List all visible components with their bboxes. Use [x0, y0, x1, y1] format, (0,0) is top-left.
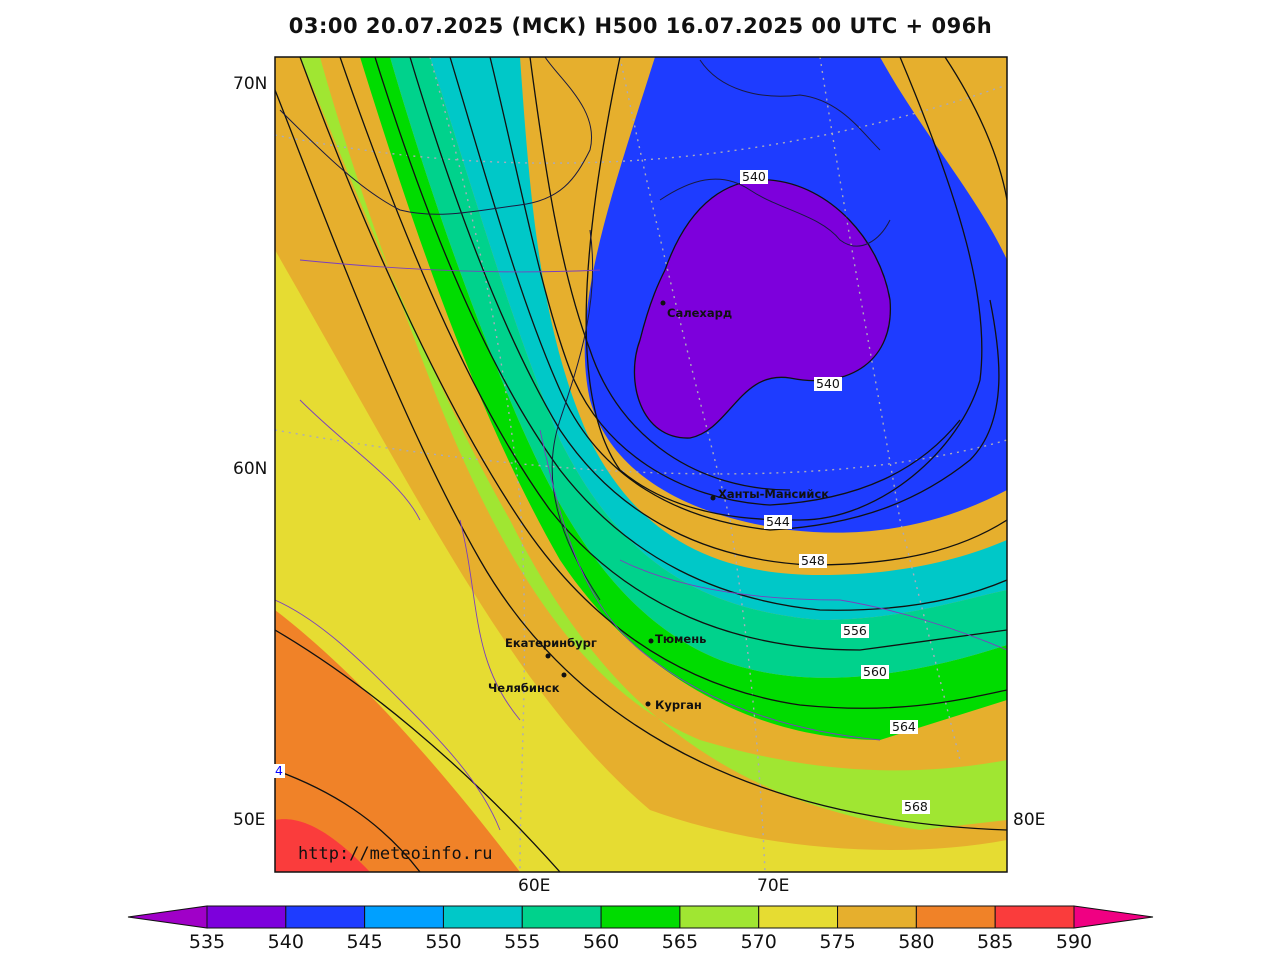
colorbar-tick-label: 575: [819, 931, 856, 953]
map-title: 03:00 20.07.2025 (МСК) H500 16.07.2025 0…: [288, 14, 993, 38]
contour-label: 560: [861, 664, 889, 679]
contour-label: 544: [764, 514, 792, 529]
lon-label-80e: 80E: [1013, 810, 1046, 830]
band-555: [430, 57, 1007, 620]
lon-label-70e: 70E: [757, 876, 790, 896]
band-565: [320, 57, 1007, 740]
contour-label: 568: [902, 799, 930, 814]
city-label-salekhard: Салехард: [667, 306, 733, 320]
city-dot-chelyabinsk: [561, 672, 567, 678]
contour-label: 4: [273, 763, 285, 778]
colorbar-tick-label: 550: [425, 931, 462, 953]
lat-label-50e: 50E: [233, 810, 266, 830]
colorbar-tick-label: 570: [740, 931, 777, 953]
city-dot-yekaterinburg: [545, 653, 551, 659]
contours: [275, 57, 1007, 872]
city-dot-tyumen: [648, 638, 654, 644]
lon-label-60e: 60E: [518, 876, 551, 896]
colorbar-tick-label: 580: [898, 931, 935, 953]
band-560: [390, 57, 1007, 678]
colorbar-tick-label: 590: [1055, 931, 1093, 953]
region-borders: [275, 259, 1007, 831]
band-585: [275, 610, 520, 872]
colorbar-tick-label: 560: [582, 931, 620, 953]
colorbar-tick-label: 555: [504, 931, 541, 953]
colorbar-tick-label: 535: [188, 931, 226, 953]
contour-label: 540: [740, 169, 768, 184]
colorbar-tick-label: 545: [346, 931, 383, 953]
graticule: [275, 57, 1007, 872]
band-540: [634, 179, 891, 439]
contour-label: 548: [799, 553, 827, 568]
band-590: [275, 819, 370, 872]
colorbar-tick-label: 540: [267, 931, 304, 953]
city-dot-kurgan: [645, 701, 651, 707]
band-575: [275, 57, 1007, 872]
city-markers: [545, 300, 716, 707]
city-label-tyumen: Тюмень: [655, 632, 707, 646]
city-label-kurgan: Курган: [655, 698, 702, 712]
contour-label: 564: [890, 719, 918, 734]
lat-label-60n: 60N: [233, 459, 268, 479]
city-label-chelyabinsk: Челябинск: [488, 681, 560, 695]
map-frame: [274, 56, 1008, 873]
colorbar-tick-label: 565: [661, 931, 699, 953]
colorbar-tick-label: 585: [977, 931, 1014, 953]
lat-label-70n: 70N: [233, 74, 268, 94]
city-dot-salekhard: [660, 300, 666, 306]
watermark-url: http://meteoinfo.ru: [298, 844, 493, 864]
coastline: [279, 57, 891, 601]
contour-label: 556: [841, 623, 869, 638]
city-dot-khanty-mansiysk: [710, 495, 716, 501]
contour-label: 540: [814, 376, 842, 391]
city-label-khanty-mansiysk: Ханты-Мансийск: [718, 487, 830, 501]
city-label-yekaterinburg: Екатеринбург: [505, 636, 597, 650]
